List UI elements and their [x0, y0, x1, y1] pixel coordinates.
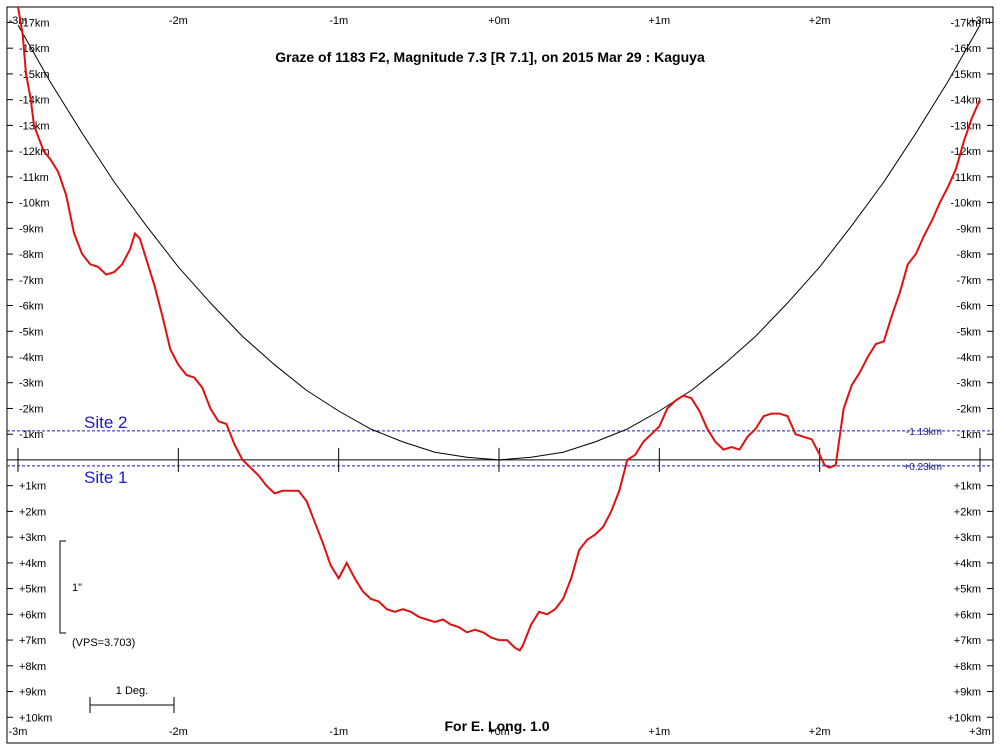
y-tick-label-left: -1km	[19, 429, 43, 441]
y-tick-label-right: -15km	[950, 69, 981, 81]
x-tick-label-top: +1m	[648, 15, 670, 27]
y-tick-label-left: -10km	[19, 198, 50, 210]
y-tick-label-right: +10km	[948, 712, 981, 724]
y-tick-label-left: -4km	[19, 352, 43, 364]
y-tick-label-right: +7km	[954, 635, 981, 647]
x-tick-label-top: +2m	[809, 15, 831, 27]
y-tick-label-right: +5km	[954, 584, 981, 596]
site-value-label: +0.23km	[903, 462, 942, 473]
chart-title: Graze of 1183 F2, Magnitude 7.3 [R 7.1],…	[275, 49, 705, 65]
y-tick-label-right: +6km	[954, 609, 981, 621]
site-lines: Site 2 -1.13km Site 1 +0.23km	[7, 413, 993, 487]
y-tick-label-right: -4km	[957, 352, 981, 364]
y-tick-label-left: -3km	[19, 378, 43, 390]
y-tick-label-left: +3km	[19, 532, 46, 544]
x-tick-label-bottom: -3m	[9, 726, 28, 738]
y-tick-label-left: -15km	[19, 69, 50, 81]
y-tick-label-left: +4km	[19, 558, 46, 570]
y-tick-label-right: -8km	[957, 249, 981, 261]
x-tick-label-bottom: +2m	[809, 726, 831, 738]
site-value-label: -1.13km	[906, 427, 942, 438]
y-tick-label-left: +10km	[19, 712, 52, 724]
y-tick-label-right: -11km	[951, 172, 981, 184]
vertical-scale-bar: 1" (VPS=3.703)	[59, 540, 135, 649]
y-tick-label-left: -14km	[19, 95, 50, 107]
horizontal-scale-bar: 1 Deg.	[89, 685, 175, 713]
vertical-scale-label: 1"	[72, 582, 82, 594]
x-tick-label-top: +3m	[969, 15, 991, 27]
y-tick-label-right: -13km	[950, 120, 981, 132]
y-tick-label-left: -16km	[19, 43, 50, 55]
y-tick-label-right: +3km	[954, 532, 981, 544]
y-tick-label-left: -8km	[19, 249, 43, 261]
y-tick-label-right: -7km	[957, 275, 981, 287]
y-axis-ticks: -17km -17km-16km -16km-15km -15km-14km -14km…	[7, 17, 993, 724]
y-tick-label-right: -1km	[957, 429, 981, 441]
plot-frame	[6, 6, 994, 744]
x-tick-label-bottom: +1m	[648, 726, 670, 738]
vps-note: (VPS=3.703)	[72, 637, 135, 649]
y-tick-label-left: -2km	[19, 403, 43, 415]
y-tick-label-left: +7km	[19, 635, 46, 647]
y-tick-label-left: +9km	[19, 687, 46, 699]
y-tick-label-right: -2km	[957, 403, 981, 415]
y-tick-label-left: +1km	[19, 481, 46, 493]
x-tick-label-top: +0m	[488, 15, 510, 27]
y-tick-label-left: -7km	[19, 275, 43, 287]
y-tick-label-left: -11km	[19, 172, 49, 184]
site-label: Site 2	[84, 413, 127, 432]
y-tick-label-left: +8km	[19, 661, 46, 673]
x-tick-label-top: -3m	[9, 15, 28, 27]
y-tick-label-left: -6km	[19, 301, 43, 313]
y-tick-label-right: -14km	[950, 95, 981, 107]
y-tick-label-left: -9km	[19, 223, 43, 235]
y-tick-label-right: -6km	[957, 301, 981, 313]
y-tick-label-right: -17km	[950, 17, 981, 29]
y-tick-label-right: +4km	[954, 558, 981, 570]
y-tick-label-left: +6km	[19, 609, 46, 621]
x-tick-label-bottom: -1m	[329, 726, 348, 738]
x-tick-label-bottom: +0m	[488, 726, 510, 738]
y-tick-label-right: -9km	[957, 223, 981, 235]
y-tick-label-right: -3km	[957, 378, 981, 390]
lunar-limb-profile	[17, 6, 981, 652]
y-tick-label-right: +9km	[954, 687, 981, 699]
y-tick-label-left: +5km	[19, 584, 46, 596]
chart-footer: For E. Long. 1.0	[444, 718, 549, 734]
horizontal-scale-label: 1 Deg.	[116, 685, 148, 697]
site-label: Site 1	[84, 468, 127, 487]
x-tick-label-bottom: -2m	[169, 726, 188, 738]
x-tick-label-bottom: +3m	[969, 726, 991, 738]
y-tick-label-left: -5km	[19, 326, 43, 338]
y-tick-label-right: +1km	[954, 481, 981, 493]
x-tick-label-top: -2m	[169, 15, 188, 27]
y-tick-label-right: +2km	[954, 506, 981, 518]
y-tick-label-right: -10km	[950, 198, 981, 210]
y-tick-label-right: +8km	[954, 661, 981, 673]
y-tick-label-right: -12km	[950, 146, 981, 158]
y-tick-label-right: -5km	[957, 326, 981, 338]
y-tick-label-left: -17km	[19, 17, 50, 29]
x-tick-label-top: -1m	[329, 15, 348, 27]
star-path-curve	[17, 24, 981, 461]
y-tick-label-left: +2km	[19, 506, 46, 518]
